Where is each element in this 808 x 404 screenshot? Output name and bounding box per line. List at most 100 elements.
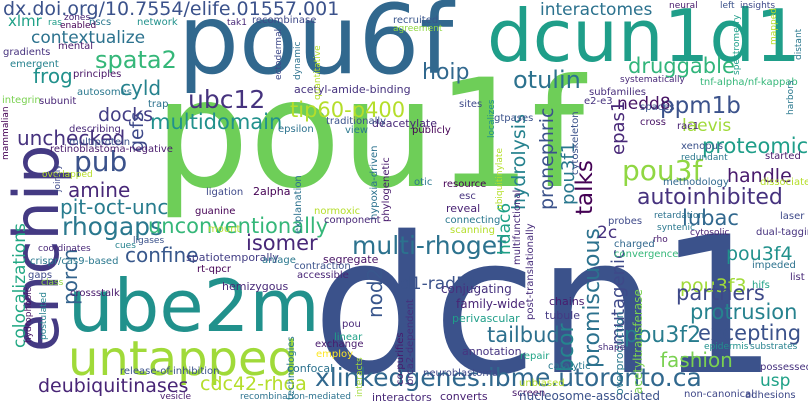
word-resource: resource — [443, 179, 487, 190]
word-segregate: segregate — [323, 253, 379, 266]
word-converts: converts — [440, 390, 488, 403]
word-view: view — [345, 125, 369, 136]
word-pou1f: pou1f — [154, 48, 585, 222]
word-epidermis: epidermis — [704, 342, 749, 352]
word-scanning: scanning — [450, 225, 495, 236]
word-overlapped: overlapped — [42, 170, 93, 180]
word-rhogaps: rhogaps — [62, 212, 164, 241]
word-syntenic: syntenic — [657, 223, 695, 233]
word-multiprotein: multiprotein — [69, 137, 131, 148]
word-spaces: spaces — [640, 102, 675, 113]
word-anlage: anlage — [262, 255, 296, 266]
word-probes: probes — [608, 216, 643, 227]
word-gtpases: gtpases — [494, 113, 534, 124]
word-subfamilies: subfamilies — [589, 87, 646, 98]
word-tnf-alpha-nf-kappab: tnf-alpha/nf-kappab — [700, 77, 798, 88]
word-gradients: gradients — [3, 47, 51, 58]
word-acetyl-amide-binding: acetyl-amide-binding — [294, 83, 411, 96]
word-annotation: annotation — [462, 345, 522, 358]
word-contraction: contraction — [294, 261, 351, 272]
word-vesicle: vesicle — [160, 392, 192, 402]
word-contextualize: contextualize — [31, 28, 146, 48]
word-conjugating: conjugating — [441, 282, 512, 296]
word-mapped: mapped — [769, 8, 779, 45]
word-dual-tagging: dual-tagging — [756, 227, 808, 238]
word-dissociate: dissociate — [760, 177, 808, 188]
word-jointly: jointly — [53, 164, 63, 192]
word-ubc12: ubc12 — [188, 85, 266, 114]
word-unconventionally: unconventionally — [148, 214, 329, 238]
word-localizes: localizes — [487, 99, 497, 138]
word-substrates: substrates — [750, 342, 798, 352]
word-emergent: emergent — [10, 59, 59, 70]
word-confine: confine — [125, 243, 199, 267]
word-catalytic: catalytic — [548, 361, 591, 372]
word-protrusion: protrusion — [690, 300, 798, 324]
word-2c: 2c — [597, 223, 618, 243]
word-screen: screen — [512, 388, 546, 399]
word-pou3f3: pou3f3 — [680, 275, 747, 297]
word-network: network — [137, 17, 178, 28]
word-epas1: epas1 — [608, 100, 629, 155]
word-post-translationally: post-translationally — [525, 223, 536, 320]
word-pou3f: pou3f — [622, 154, 703, 187]
word-accessible: accessible — [297, 270, 349, 281]
word-tubule: tubule — [545, 309, 581, 322]
word-2alpha: 2alpha — [253, 185, 291, 198]
word-proteomic: proteomic — [702, 134, 808, 158]
word-otic: otic — [414, 177, 433, 188]
word-mount: mount — [208, 224, 241, 235]
word-lubac: lubac — [682, 206, 739, 230]
word-exchange: exchange — [315, 339, 364, 350]
word-confocal: confocal — [287, 362, 334, 375]
word-excepting: excepting — [698, 321, 802, 345]
word-chains: chains — [549, 295, 585, 308]
word-component: component — [324, 215, 381, 226]
word-recombination-mediated: recombination-mediated — [240, 392, 351, 402]
word-list: list — [790, 272, 805, 283]
word-perivascular: perivascular — [452, 312, 520, 325]
word-doi-link: dx.doi.org/10.7554/elife.01557.001 — [3, 0, 340, 20]
word-impeded: impeded — [752, 260, 796, 271]
word-integrin: integrin — [2, 95, 41, 106]
word-multi-rhogef: multi-rhogef — [352, 231, 506, 260]
word-guanine: guanine — [195, 206, 236, 217]
word-spata2: spata2 — [95, 46, 177, 74]
word-acetyltransferase: acetyltransferase — [631, 289, 645, 394]
word-pit-oct-unc: pit-oct-unc — [60, 195, 169, 219]
word-hemizygous: hemizygous — [222, 280, 289, 293]
word-explanation: explanation — [293, 175, 304, 234]
word-unchecked: unchecked — [17, 126, 126, 150]
word-ectodermal: ectodermal — [274, 28, 284, 80]
word-charged: charged — [614, 239, 655, 250]
word-ras: ras — [48, 18, 62, 28]
word-deacetylate: deacetylate — [372, 117, 438, 130]
word-shape: shape — [598, 343, 626, 353]
word-rt-qpcr: rt-qpcr — [197, 264, 231, 275]
word-tailbud: tailbud — [487, 323, 560, 347]
word-mammalian: mammalian — [1, 106, 11, 160]
word-pou6f: pou6f — [178, 0, 454, 96]
word-spectrometry: spectrometry — [732, 14, 742, 75]
word-dcn1: dcn1 — [312, 196, 779, 404]
word-druggable: druggable — [628, 54, 735, 78]
word-quantitative: quantitative — [313, 45, 323, 100]
word-repair: repair — [520, 351, 550, 362]
word-convergence: convergence — [614, 249, 679, 260]
word-employ: employ — [316, 349, 354, 360]
word-family-wide: family-wide — [456, 297, 526, 311]
word-trap: trap — [148, 99, 169, 110]
word-nucleosome-associated: nucleosome-associated — [519, 389, 661, 403]
word-nscs: nscs — [89, 17, 112, 28]
word-nod2: nod2 — [363, 267, 387, 318]
word-usp: usp — [760, 371, 791, 391]
word-agreement: agreement — [393, 24, 443, 34]
word-insights: insights — [740, 1, 776, 11]
word-rho: rho — [653, 235, 668, 245]
word-hydrophobic: hydrophobic — [24, 287, 34, 343]
word-publicly: publicly — [412, 125, 451, 136]
word-coordinates: coordinates — [38, 244, 91, 254]
word-multidomain: multidomain — [150, 110, 283, 134]
word-interactomes: interactomes — [540, 0, 653, 20]
